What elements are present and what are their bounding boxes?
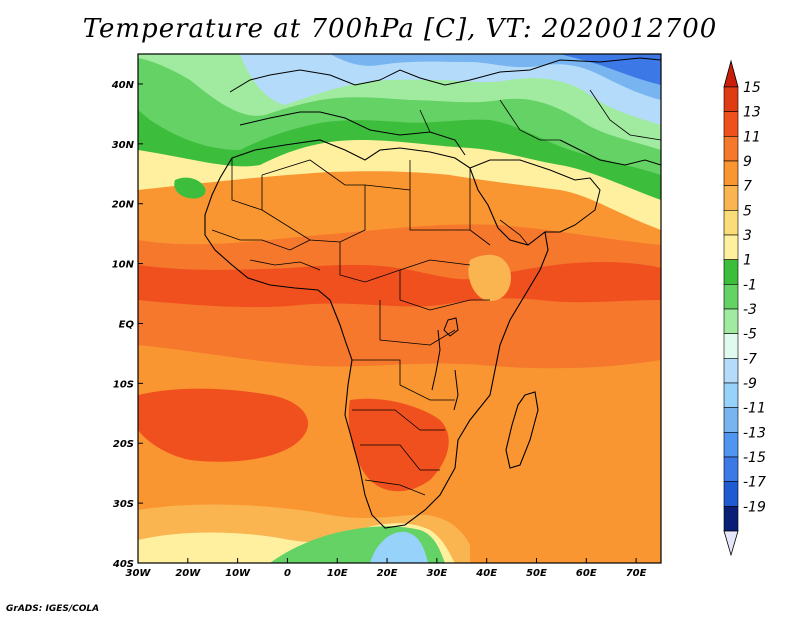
country-borders	[211, 89, 661, 496]
colorbar-label: 5	[743, 203, 752, 219]
colorbar-label: -19	[743, 499, 766, 515]
field-band-m15	[560, 54, 661, 85]
y-tick-label: 40S	[112, 559, 134, 570]
colorbar-label: 15	[743, 80, 761, 96]
colorbar-swatch	[723, 160, 739, 186]
colorbar-label: 11	[743, 129, 761, 145]
temperature-field	[138, 54, 661, 563]
colorbar-swatch	[723, 407, 739, 433]
colorbar-swatch	[723, 333, 739, 359]
colorbar-label: 9	[743, 154, 752, 170]
colorbar-swatch	[723, 185, 739, 211]
x-tick-label: 60E	[576, 568, 597, 579]
field-band-m9-south	[370, 531, 428, 563]
mediterranean-south-coast	[239, 111, 466, 156]
y-axis-ticks: 40N 30N 20N 10N EQ 10S 20S 30S 40S	[111, 80, 143, 570]
colorbar-swatch	[723, 358, 739, 384]
colorbar-label: -5	[743, 327, 757, 343]
field-band-13-southwest	[138, 388, 309, 462]
colorbar-label: 7	[743, 179, 752, 195]
colorbar-swatch	[723, 284, 739, 310]
x-tick-label: 40E	[475, 568, 497, 579]
colorbar-label: -11	[743, 401, 766, 417]
colorbar-swatch	[723, 136, 739, 162]
x-tick-label: 30W	[126, 568, 152, 579]
colorbar-label: -15	[743, 450, 766, 466]
y-tick-label: 40N	[111, 80, 135, 91]
arabia-coastline	[469, 159, 601, 233]
colorbar-swatch	[723, 382, 739, 408]
x-tick-label: 30E	[426, 568, 447, 579]
colorbar-swatch	[723, 210, 739, 236]
colorbar-label: 13	[743, 105, 761, 121]
colorbar-top-arrow	[723, 59, 739, 88]
madagascar-coastline	[505, 391, 539, 469]
credit-text: GrADS: IGES/COLA	[6, 604, 100, 614]
colorbar-swatch	[723, 234, 739, 260]
colorbar-swatch	[723, 86, 739, 112]
y-tick-label: 20S	[113, 439, 134, 450]
y-tick-label: 10N	[112, 260, 135, 271]
colorbar-bottom-arrow	[723, 530, 739, 557]
colorbar-swatch	[723, 259, 739, 285]
field-band-m7	[240, 54, 661, 125]
y-tick-label: 30N	[112, 140, 135, 151]
x-axis-ticks: 30W 20W 10W 0 10E 20E 30E 40E 50E 60E 70E	[126, 558, 647, 579]
y-tick-label: 20N	[112, 200, 135, 211]
asia-coastline	[559, 139, 661, 166]
colorbar-label: -13	[743, 425, 766, 441]
colorbar-swatch	[723, 456, 739, 482]
colorbar-label: -7	[743, 351, 757, 367]
colorbar-swatch	[723, 111, 739, 137]
y-tick-label: 10S	[113, 379, 134, 390]
chart-title: Temperature at 700hPa [C], VT: 202001270…	[82, 14, 718, 44]
colorbar-label: 1	[743, 253, 752, 269]
europe-coastline	[229, 57, 661, 93]
colorbar-swatch	[723, 506, 739, 532]
colorbar-label: -1	[743, 277, 757, 293]
colorbar-swatch	[723, 308, 739, 334]
map-frame	[137, 53, 662, 564]
x-tick-label: 20W	[175, 568, 201, 579]
colorbar-swatch	[723, 432, 739, 458]
colorbar-swatch	[723, 481, 739, 507]
colorbar-label: -3	[743, 302, 757, 318]
field-band-m11	[330, 54, 661, 100]
y-tick-label: 30S	[113, 499, 134, 510]
x-tick-label: 50E	[526, 568, 547, 579]
field-band-13-north	[138, 262, 661, 308]
field-band-1-atlantic	[174, 177, 206, 199]
field-band-7-highland	[468, 254, 511, 301]
x-tick-label: 20E	[377, 568, 398, 579]
colorbar-label: -9	[743, 376, 757, 392]
colorbar-label: 3	[743, 228, 752, 244]
x-tick-label: 10E	[327, 568, 348, 579]
x-tick-label: 0	[284, 568, 291, 579]
x-tick-label: 10W	[225, 568, 251, 579]
x-tick-label: 70E	[626, 568, 647, 579]
africa-coastline	[204, 139, 549, 529]
y-tick-label: EQ	[119, 319, 135, 330]
colorbar-label: -17	[743, 475, 766, 491]
great-lakes	[431, 317, 459, 411]
colorbar: 15 13 11 9 7 5 3 1 -1 -3 -5 -7 -9 -11 -13 -15 -17 -19	[723, 59, 766, 557]
